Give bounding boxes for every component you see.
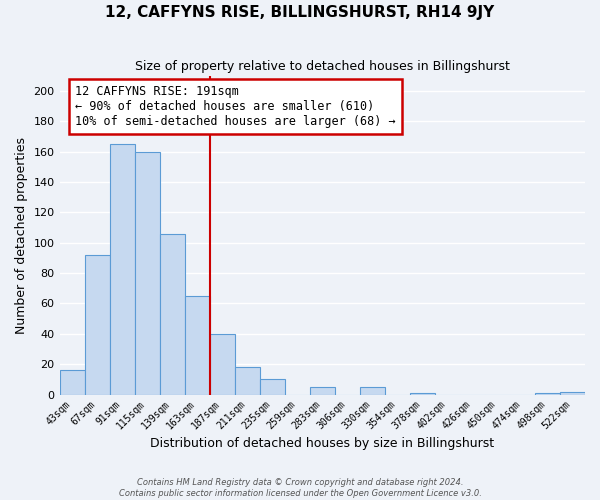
Bar xyxy=(85,255,110,394)
Bar xyxy=(360,387,385,394)
Bar xyxy=(260,380,285,394)
Text: Contains HM Land Registry data © Crown copyright and database right 2024.
Contai: Contains HM Land Registry data © Crown c… xyxy=(119,478,481,498)
Bar xyxy=(209,334,235,394)
Bar xyxy=(410,393,435,394)
Bar xyxy=(235,367,260,394)
Bar xyxy=(134,152,160,394)
X-axis label: Distribution of detached houses by size in Billingshurst: Distribution of detached houses by size … xyxy=(150,437,494,450)
Bar xyxy=(59,370,85,394)
Y-axis label: Number of detached properties: Number of detached properties xyxy=(15,136,28,334)
Bar xyxy=(560,392,585,394)
Text: 12 CAFFYNS RISE: 191sqm
← 90% of detached houses are smaller (610)
10% of semi-d: 12 CAFFYNS RISE: 191sqm ← 90% of detache… xyxy=(76,85,396,128)
Bar xyxy=(110,144,134,395)
Bar xyxy=(160,234,185,394)
Text: 12, CAFFYNS RISE, BILLINGSHURST, RH14 9JY: 12, CAFFYNS RISE, BILLINGSHURST, RH14 9J… xyxy=(106,5,494,20)
Bar xyxy=(185,296,209,394)
Title: Size of property relative to detached houses in Billingshurst: Size of property relative to detached ho… xyxy=(135,60,510,73)
Bar xyxy=(310,387,335,394)
Bar xyxy=(535,393,560,394)
